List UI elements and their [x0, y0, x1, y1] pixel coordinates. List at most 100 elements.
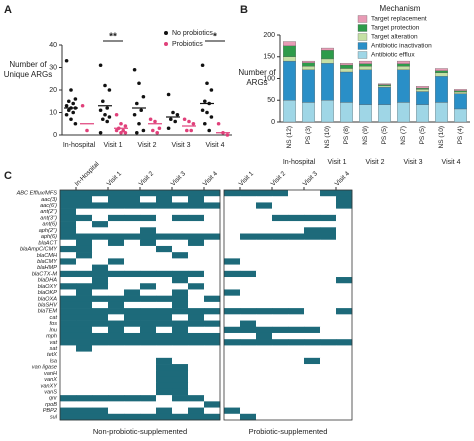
row-label: aph(2'') [39, 228, 57, 234]
heat-cell [224, 214, 241, 222]
bar-segment [321, 50, 334, 60]
heat-cell [92, 190, 109, 197]
heat-cell [76, 395, 93, 402]
heat-cell [140, 401, 157, 408]
heat-cell [172, 283, 189, 290]
row-label: blaHMP [37, 265, 57, 271]
heat-cell [108, 339, 125, 346]
y-tick-label: 20 [49, 87, 57, 94]
heat-cell [288, 270, 305, 278]
data-point [189, 128, 193, 133]
heat-cell [108, 239, 125, 247]
row-label: blaCTX-M [32, 271, 58, 277]
heat-cell [288, 208, 305, 216]
heat-cell [272, 258, 289, 265]
bar-segment [321, 63, 334, 101]
heat-cell [188, 214, 205, 222]
heat-cell [320, 252, 337, 259]
legend-marker [164, 31, 168, 35]
heat-cell [336, 227, 353, 234]
heat-cell [156, 364, 173, 371]
data-point [64, 103, 69, 108]
heat-cell [188, 376, 205, 384]
heat-cell [140, 345, 157, 352]
heat-cell [156, 413, 173, 421]
heat-cell [336, 357, 353, 365]
heat-cell [156, 239, 173, 247]
bar-segment [321, 47, 334, 51]
heat-cell [140, 364, 157, 371]
heat-cell [156, 370, 173, 377]
heat-cell [172, 357, 189, 365]
bar-segment [359, 63, 372, 67]
heat-cell [320, 339, 337, 346]
x-tick-label: NS (10) [438, 126, 445, 148]
heat-cell [288, 351, 305, 359]
heat-cell [60, 301, 77, 309]
heat-cell [60, 239, 77, 247]
heat-cell [124, 221, 141, 228]
heat-cell [124, 364, 141, 371]
heat-cell [172, 370, 189, 377]
heat-cell [272, 239, 289, 247]
heat-cell [60, 364, 77, 371]
data-point [123, 130, 128, 135]
heat-cell [140, 395, 157, 402]
heat-cell [92, 227, 109, 234]
heat-cell [304, 308, 321, 315]
heat-cell [60, 351, 77, 359]
heat-cell [140, 264, 157, 272]
heat-cell [92, 196, 109, 203]
heat-cell [140, 370, 157, 377]
heat-cell [288, 258, 305, 265]
heat-cell [140, 320, 157, 328]
heat-cell [240, 395, 257, 402]
heat-cell [108, 202, 125, 209]
heat-cell [256, 413, 273, 421]
group-label: Visit 1 [328, 159, 347, 166]
heat-cell [204, 351, 221, 359]
heat-cell [188, 301, 205, 309]
heat-cell [140, 233, 157, 241]
heat-cell [76, 283, 93, 290]
heat-cell [336, 332, 353, 340]
heat-cell [188, 239, 205, 247]
heat-cell [92, 221, 109, 228]
heat-cell [272, 370, 289, 377]
data-point [132, 67, 137, 72]
heat-cell [108, 388, 125, 396]
heat-cell [108, 208, 125, 216]
block-label: Probiotic-supplemented [249, 427, 328, 436]
heat-cell [204, 239, 221, 247]
heat-cell [76, 339, 93, 346]
heat-cell [188, 388, 205, 396]
heat-cell [124, 283, 141, 290]
heat-cell [224, 277, 241, 284]
heat-cell [320, 202, 337, 209]
heat-cell [224, 239, 241, 247]
heat-cell [172, 214, 189, 222]
heat-cell [60, 264, 77, 272]
heat-cell [240, 345, 257, 352]
data-point [141, 128, 146, 133]
column-label: Visit 2 [270, 170, 288, 188]
row-label: vanS [44, 390, 57, 396]
row-label: tetX [47, 352, 57, 358]
heat-cell [256, 314, 273, 321]
heat-cell [92, 376, 109, 384]
bar-segment [416, 86, 429, 89]
heat-cell [288, 264, 305, 272]
heat-cell [76, 407, 93, 415]
heat-cell [156, 376, 173, 384]
heat-cell [256, 376, 273, 384]
heat-cell [60, 214, 77, 222]
legend-label: Antibiotic efflux [371, 52, 415, 59]
heat-cell [336, 364, 353, 371]
row-label: blaSHV [38, 302, 58, 308]
heat-cell [108, 227, 125, 234]
heat-cell [336, 388, 353, 396]
heat-cell [60, 308, 77, 315]
heat-cell [204, 190, 221, 197]
bar-segment [416, 89, 429, 92]
heat-cell [92, 270, 109, 278]
